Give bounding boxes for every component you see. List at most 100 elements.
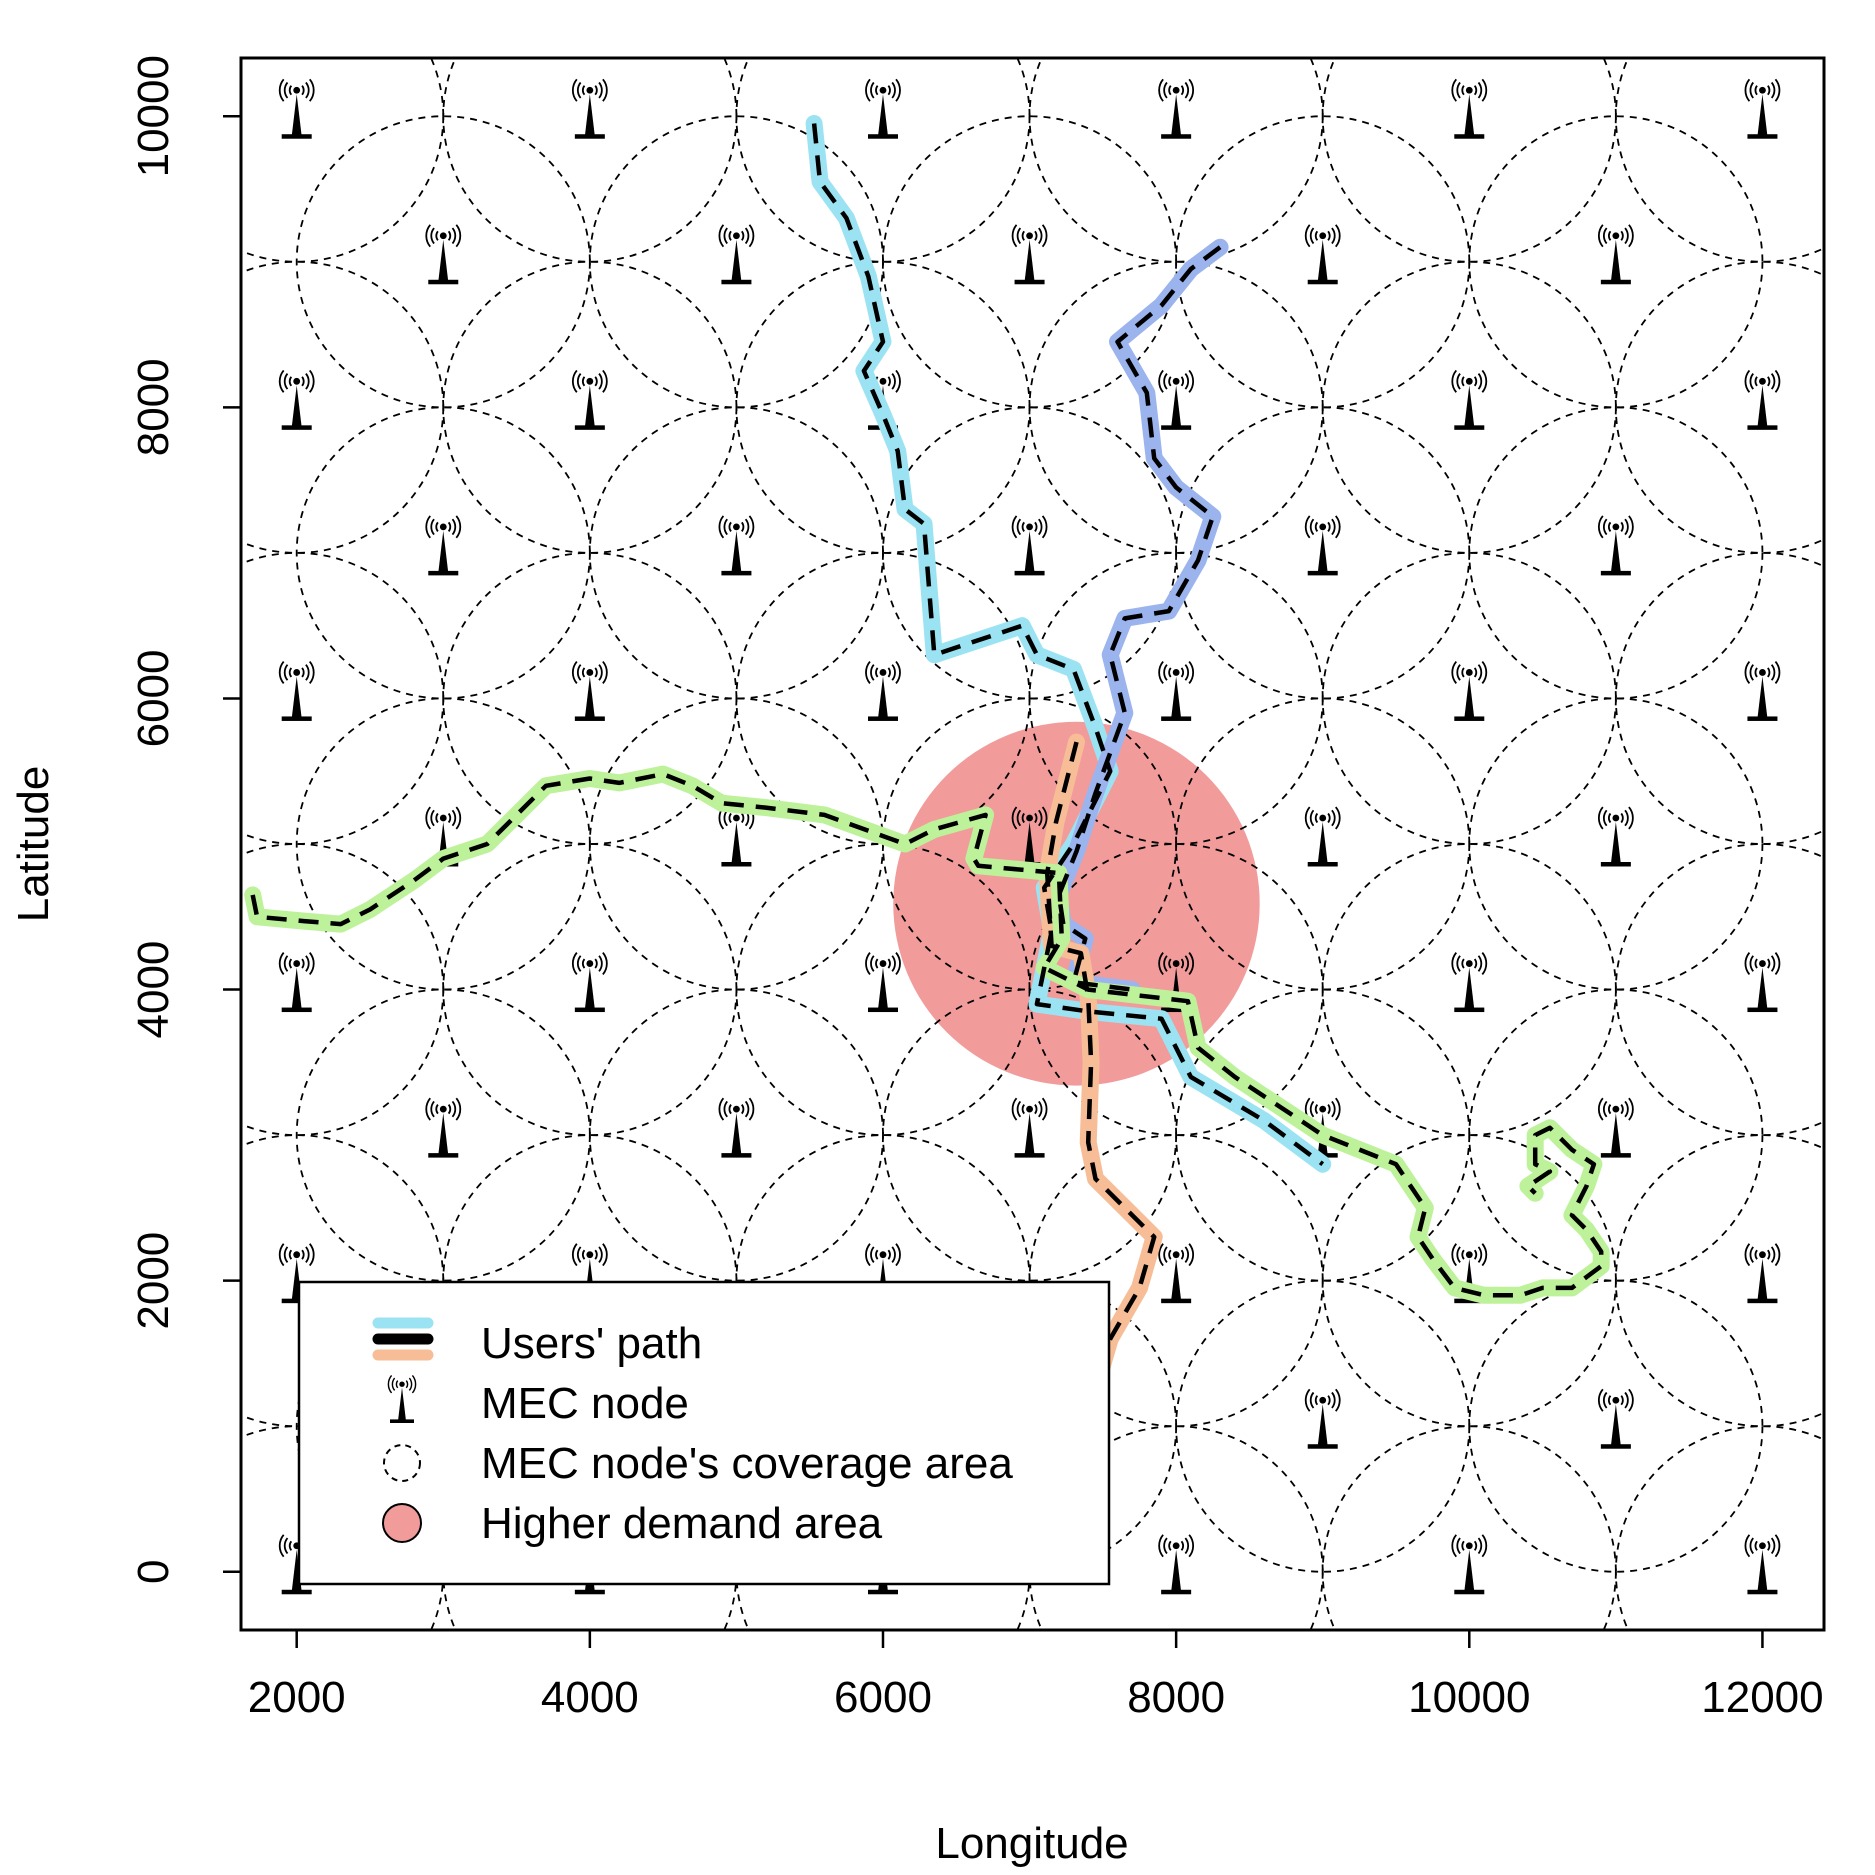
antenna-base [428,279,459,285]
antenna-wave-left [1314,812,1319,824]
antenna-wave-left [1744,952,1751,976]
mec-node [572,660,608,721]
antenna-wave-right [411,1374,417,1394]
antenna-wave-left [576,373,582,390]
antenna-wave-left [1744,1243,1751,1267]
antenna-wave-right [1034,812,1038,824]
antenna-mast [1171,94,1182,137]
antenna-top [1172,960,1180,967]
antenna-base [1454,1007,1485,1013]
antenna-wave-left [395,1380,399,1389]
coverage-circle [1615,1134,1824,1428]
antenna-wave-right [594,376,598,387]
antenna-base [1307,279,1338,285]
antenna-wave-left [576,1246,582,1263]
antenna-wave-right [887,667,891,678]
antenna-base [574,716,605,721]
antenna-wave-right [301,667,305,678]
antenna-wave-left [1158,78,1164,102]
antenna-wave-right [1327,812,1331,824]
antenna-wave-left [283,373,289,390]
antenna-base [574,1589,605,1595]
antenna-wave-right [308,952,315,976]
antenna-mast [1610,239,1621,282]
antenna-wave-right [1628,1388,1634,1412]
antenna-wave-left [1158,1243,1164,1267]
antenna-top [1465,1542,1473,1550]
antenna-wave-left [870,664,875,681]
antenna-wave-left [728,230,732,241]
antenna-wave-left [278,1534,285,1558]
antenna-wave-right [1335,806,1341,830]
mec-node [865,660,901,721]
antenna-wave-right [1188,1243,1194,1267]
antenna-wave-left [1456,955,1461,972]
antenna-wave-left [1016,227,1022,245]
antenna-wave-left [1011,806,1018,830]
antenna-top [1612,232,1620,240]
antenna-wave-left [1749,955,1754,972]
antenna-wave-right [455,1097,462,1121]
user-path-dashes-2 [1044,741,1157,1406]
antenna-wave-left [1451,78,1457,102]
antenna-mast [1757,94,1768,137]
antenna-base [1600,1444,1631,1449]
antenna-wave-left [1021,812,1025,824]
antenna-wave-right [895,952,901,976]
antenna-base [574,134,605,139]
antenna-wave-right [598,664,603,681]
filled-circle-icon [382,1503,422,1543]
antenna-wave-left [723,227,728,245]
antenna-wave-left [1163,955,1168,972]
antenna-base [574,425,605,430]
antenna-wave-right [1767,958,1771,969]
antenna-wave-right [1327,521,1331,532]
antenna-mast [584,385,595,428]
antenna-top [733,232,740,240]
antenna-base [281,425,312,430]
antenna-wave-right [451,227,457,245]
antenna-mast [291,967,302,1010]
antenna-wave-left [1749,81,1754,99]
antenna-wave-right [594,667,598,678]
antenna-base [1161,1007,1192,1013]
antenna-top [1465,86,1473,94]
y-tick-label: 8000 [129,358,178,456]
antenna-wave-left [1168,1540,1172,1551]
x-axis-label: Longitude [935,1819,1128,1868]
antenna-wave-left [1608,1395,1612,1406]
antenna-wave-right [451,1100,457,1118]
antenna-wave-right [305,1246,310,1263]
antenna-wave-left [1314,521,1319,532]
antenna-wave-left [283,81,289,99]
mec-node [1304,806,1341,867]
antenna-wave-right [305,664,310,681]
antenna-wave-right [1034,521,1038,532]
antenna-wave-right [1770,373,1776,390]
antenna-wave-right [455,515,462,539]
antenna-wave-right [301,376,305,387]
antenna-wave-left [1451,660,1457,684]
mec-node [718,1097,755,1158]
antenna-wave-right [451,809,457,827]
mec-node [1598,515,1634,576]
mec-node [1451,1534,1488,1595]
antenna-wave-right [1473,1249,1478,1260]
antenna-wave-left [1021,230,1025,241]
antenna-wave-right [1481,1243,1488,1267]
antenna-mast [1171,385,1182,428]
coverage-circle [1615,1425,1824,1630]
antenna-wave-left [723,1100,728,1118]
antenna-top [1172,669,1180,676]
antenna-wave-left [278,369,285,393]
antenna-wave-right [1473,85,1478,96]
antenna-base [1600,279,1631,285]
antenna-wave-right [301,958,305,969]
antenna-top [1465,1251,1473,1259]
mec-node [1598,806,1634,867]
mec-node [572,952,608,1013]
antenna-wave-left [1456,664,1461,681]
antenna-base [390,1419,414,1423]
antenna-top [1759,669,1766,676]
antenna-mast [291,676,302,719]
